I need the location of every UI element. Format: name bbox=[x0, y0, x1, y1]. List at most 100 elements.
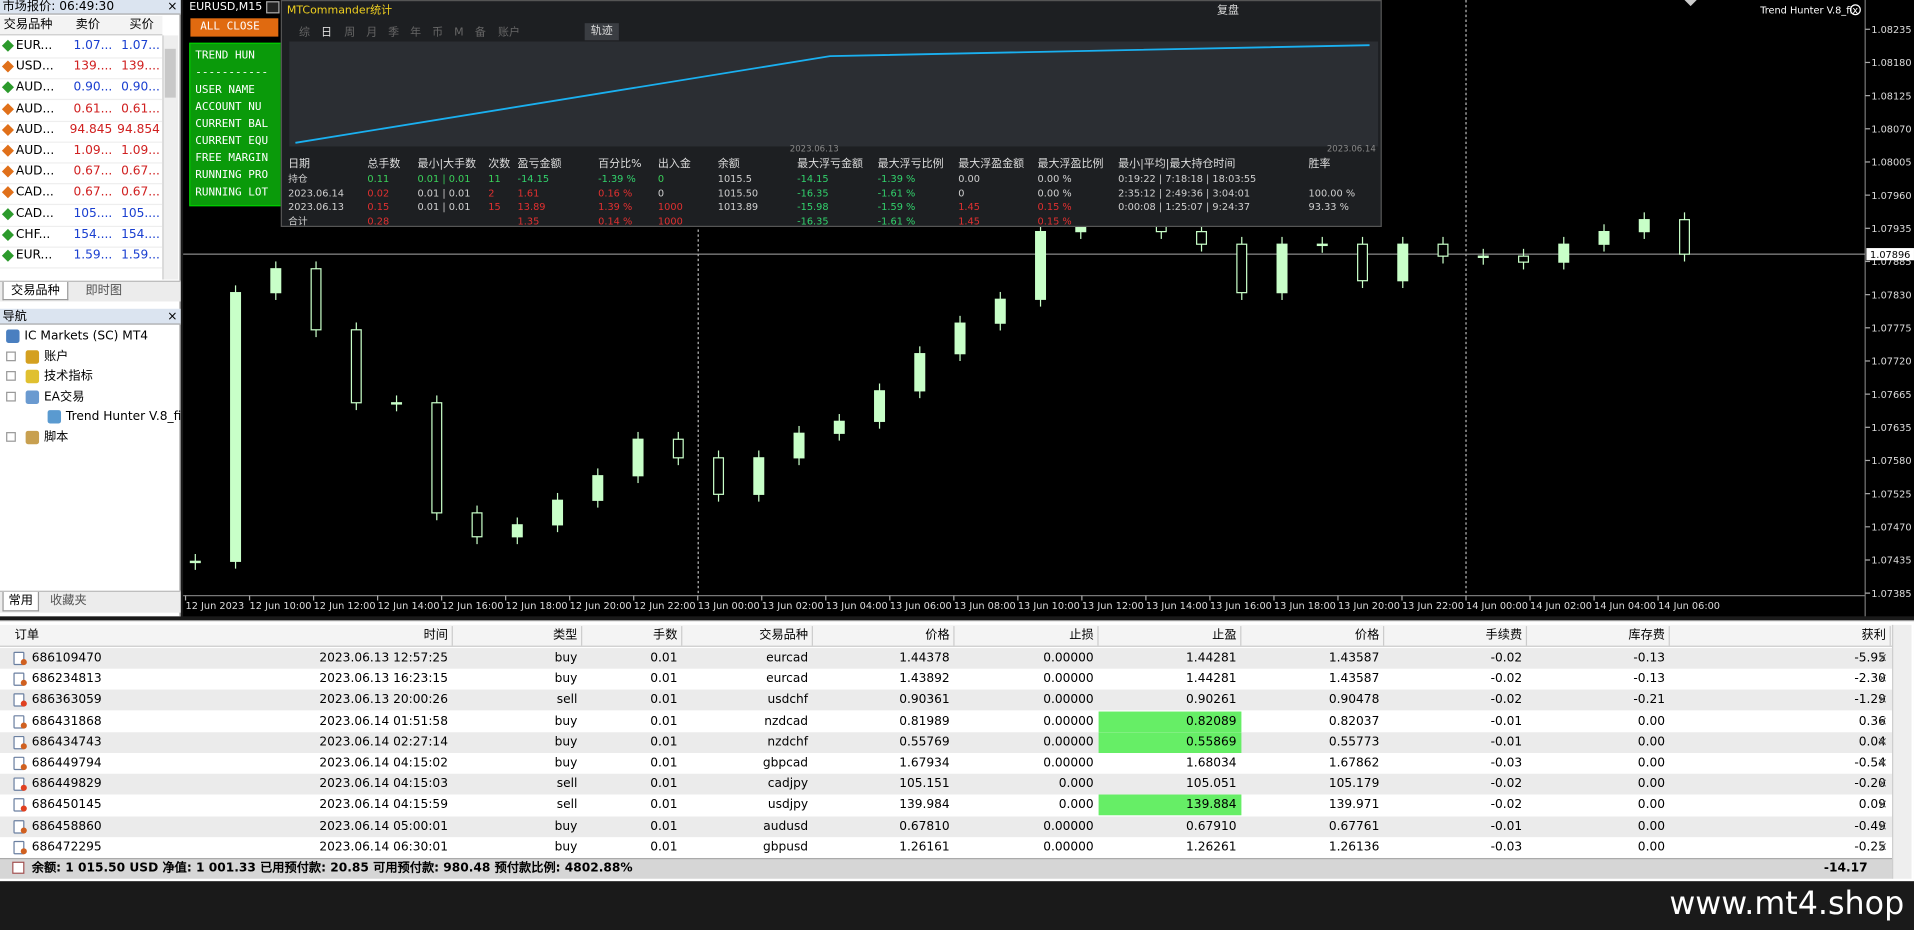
stat-cell: 0.11 bbox=[367, 173, 390, 185]
close-order[interactable]: × bbox=[1877, 735, 1888, 750]
order-row[interactable] bbox=[0, 774, 1893, 795]
tree-item[interactable]: 脚本 bbox=[43, 430, 69, 444]
tab[interactable]: 收藏夹 bbox=[50, 594, 87, 608]
order-cell: nzdchf bbox=[767, 735, 809, 750]
order-row[interactable] bbox=[0, 648, 1893, 669]
market-watch-titlebar bbox=[0, 0, 181, 15]
column-header[interactable]: 价格 bbox=[1354, 628, 1380, 642]
close-button[interactable]: × bbox=[167, 0, 178, 14]
stat-header: 总手数 bbox=[367, 158, 401, 171]
column-header[interactable]: 获利 bbox=[1861, 628, 1886, 642]
order-cell: 1.26136 bbox=[1328, 840, 1380, 855]
column-header[interactable]: 库存费 bbox=[1628, 628, 1665, 642]
ea-info-line: CURRENT EQU bbox=[195, 135, 269, 148]
summary-row bbox=[0, 857, 1893, 879]
period-tab[interactable]: 币 bbox=[432, 26, 444, 40]
period-tab[interactable]: 综 bbox=[299, 26, 311, 40]
tree-item[interactable]: 技术指标 bbox=[43, 369, 93, 384]
close-order[interactable]: × bbox=[1877, 777, 1888, 792]
column-header[interactable]: 价格 bbox=[925, 628, 950, 642]
tree-item[interactable]: Trend Hunter V.8_fi bbox=[65, 410, 182, 424]
order-row[interactable] bbox=[0, 732, 1893, 753]
close-order[interactable]: × bbox=[1877, 798, 1888, 813]
column-header[interactable]: 止损 bbox=[1069, 628, 1094, 642]
stat-cell: 1.35 bbox=[517, 215, 540, 227]
ask: 0.61... bbox=[121, 102, 160, 116]
order-cell: 105.051 bbox=[1186, 777, 1237, 792]
close-order[interactable]: × bbox=[1877, 840, 1888, 855]
current-price: 1.07896 bbox=[1870, 250, 1910, 261]
order-cell: sell bbox=[556, 777, 578, 792]
order-row[interactable] bbox=[0, 669, 1893, 690]
stat-cell: 1013.89 bbox=[717, 201, 759, 213]
close-order[interactable]: × bbox=[1877, 651, 1888, 666]
close-button[interactable]: × bbox=[167, 309, 178, 324]
close-order[interactable]: × bbox=[1877, 693, 1888, 708]
order-cell: 1.43587 bbox=[1328, 651, 1380, 666]
column-header[interactable]: 类型 bbox=[552, 628, 578, 642]
candle bbox=[511, 524, 523, 538]
order-cell: 0.00000 bbox=[1043, 840, 1094, 855]
replay-button[interactable]: 复盘 bbox=[1216, 4, 1239, 18]
tree-item[interactable]: IC Markets (SC) MT4 bbox=[24, 329, 149, 343]
column-divider bbox=[1525, 626, 1528, 646]
tree-item[interactable]: EA交易 bbox=[43, 389, 85, 404]
stat-cell: 1.39 % bbox=[598, 201, 633, 213]
order-cell: 0.90261 bbox=[1186, 693, 1237, 708]
tab[interactable]: 即时图 bbox=[85, 284, 123, 298]
order-cell: 686363059 bbox=[31, 693, 102, 708]
order-cell: 0.000 bbox=[1058, 798, 1094, 813]
order-row[interactable] bbox=[0, 753, 1893, 774]
order-row[interactable] bbox=[0, 836, 1893, 858]
period-tab[interactable]: 月 bbox=[366, 26, 378, 40]
tab[interactable]: 常用 bbox=[2, 591, 40, 612]
stat-header: 日期 bbox=[288, 158, 311, 171]
stat-cell: -16.35 bbox=[797, 215, 829, 227]
order-cell: -0.13 bbox=[1633, 651, 1665, 666]
order-cell: buy bbox=[554, 756, 578, 771]
period-tab[interactable]: 账户 bbox=[498, 26, 521, 40]
tab[interactable]: 交易品种 bbox=[2, 281, 69, 301]
symbol: AUD... bbox=[15, 102, 55, 116]
order-cell: -0.49 bbox=[1854, 819, 1886, 834]
bid: 139.... bbox=[73, 60, 113, 74]
all-close-button[interactable]: ALL CLOSE bbox=[190, 18, 279, 37]
order-cell: 0.00 bbox=[1637, 840, 1665, 855]
period-tab[interactable]: 季 bbox=[388, 26, 400, 40]
bid: 0.61... bbox=[73, 102, 113, 116]
close-order[interactable]: × bbox=[1877, 819, 1888, 834]
price-label: 1.07665 bbox=[1871, 390, 1911, 401]
column-header[interactable]: 时间 bbox=[423, 628, 448, 642]
order-row[interactable] bbox=[0, 711, 1893, 732]
order-row[interactable] bbox=[0, 795, 1893, 816]
close-order[interactable]: × bbox=[1877, 714, 1888, 729]
close-order[interactable]: × bbox=[1877, 672, 1888, 687]
ask: 1.07... bbox=[121, 39, 160, 53]
tree-item[interactable]: 账户 bbox=[43, 349, 69, 364]
period-tab[interactable]: 年 bbox=[410, 26, 422, 40]
period-tab[interactable]: 日 bbox=[321, 26, 333, 40]
period-tab[interactable]: 周 bbox=[344, 26, 356, 40]
candle bbox=[1357, 243, 1369, 282]
column-header[interactable]: 交易品种 bbox=[759, 628, 809, 642]
price-label: 1.08125 bbox=[1871, 91, 1911, 102]
period-tab[interactable]: 备 bbox=[474, 26, 486, 40]
price-label: 1.08070 bbox=[1871, 124, 1911, 135]
column-header[interactable]: 订单 bbox=[14, 628, 40, 642]
column-header[interactable]: 手续费 bbox=[1485, 628, 1523, 642]
order-cell: 139.984 bbox=[899, 798, 950, 813]
track-tab[interactable]: 轨迹 bbox=[584, 23, 619, 41]
period-tab[interactable]: M bbox=[454, 26, 464, 40]
order-cell: -0.02 bbox=[1490, 777, 1523, 792]
column-header[interactable]: 手数 bbox=[653, 628, 678, 642]
stat-cell: 0.15 bbox=[367, 201, 390, 213]
column-header[interactable]: 止盈 bbox=[1212, 628, 1237, 642]
order-cell: 2023.06.13 12:57:25 bbox=[319, 651, 448, 666]
stat-cell: 合计 bbox=[288, 215, 308, 227]
column-divider bbox=[1668, 626, 1670, 646]
order-row[interactable] bbox=[0, 690, 1893, 711]
close-order[interactable]: × bbox=[1877, 756, 1888, 771]
order-row[interactable] bbox=[0, 815, 1893, 837]
stat-cell: -1.61 % bbox=[877, 187, 916, 199]
symbol: USD... bbox=[15, 60, 54, 74]
